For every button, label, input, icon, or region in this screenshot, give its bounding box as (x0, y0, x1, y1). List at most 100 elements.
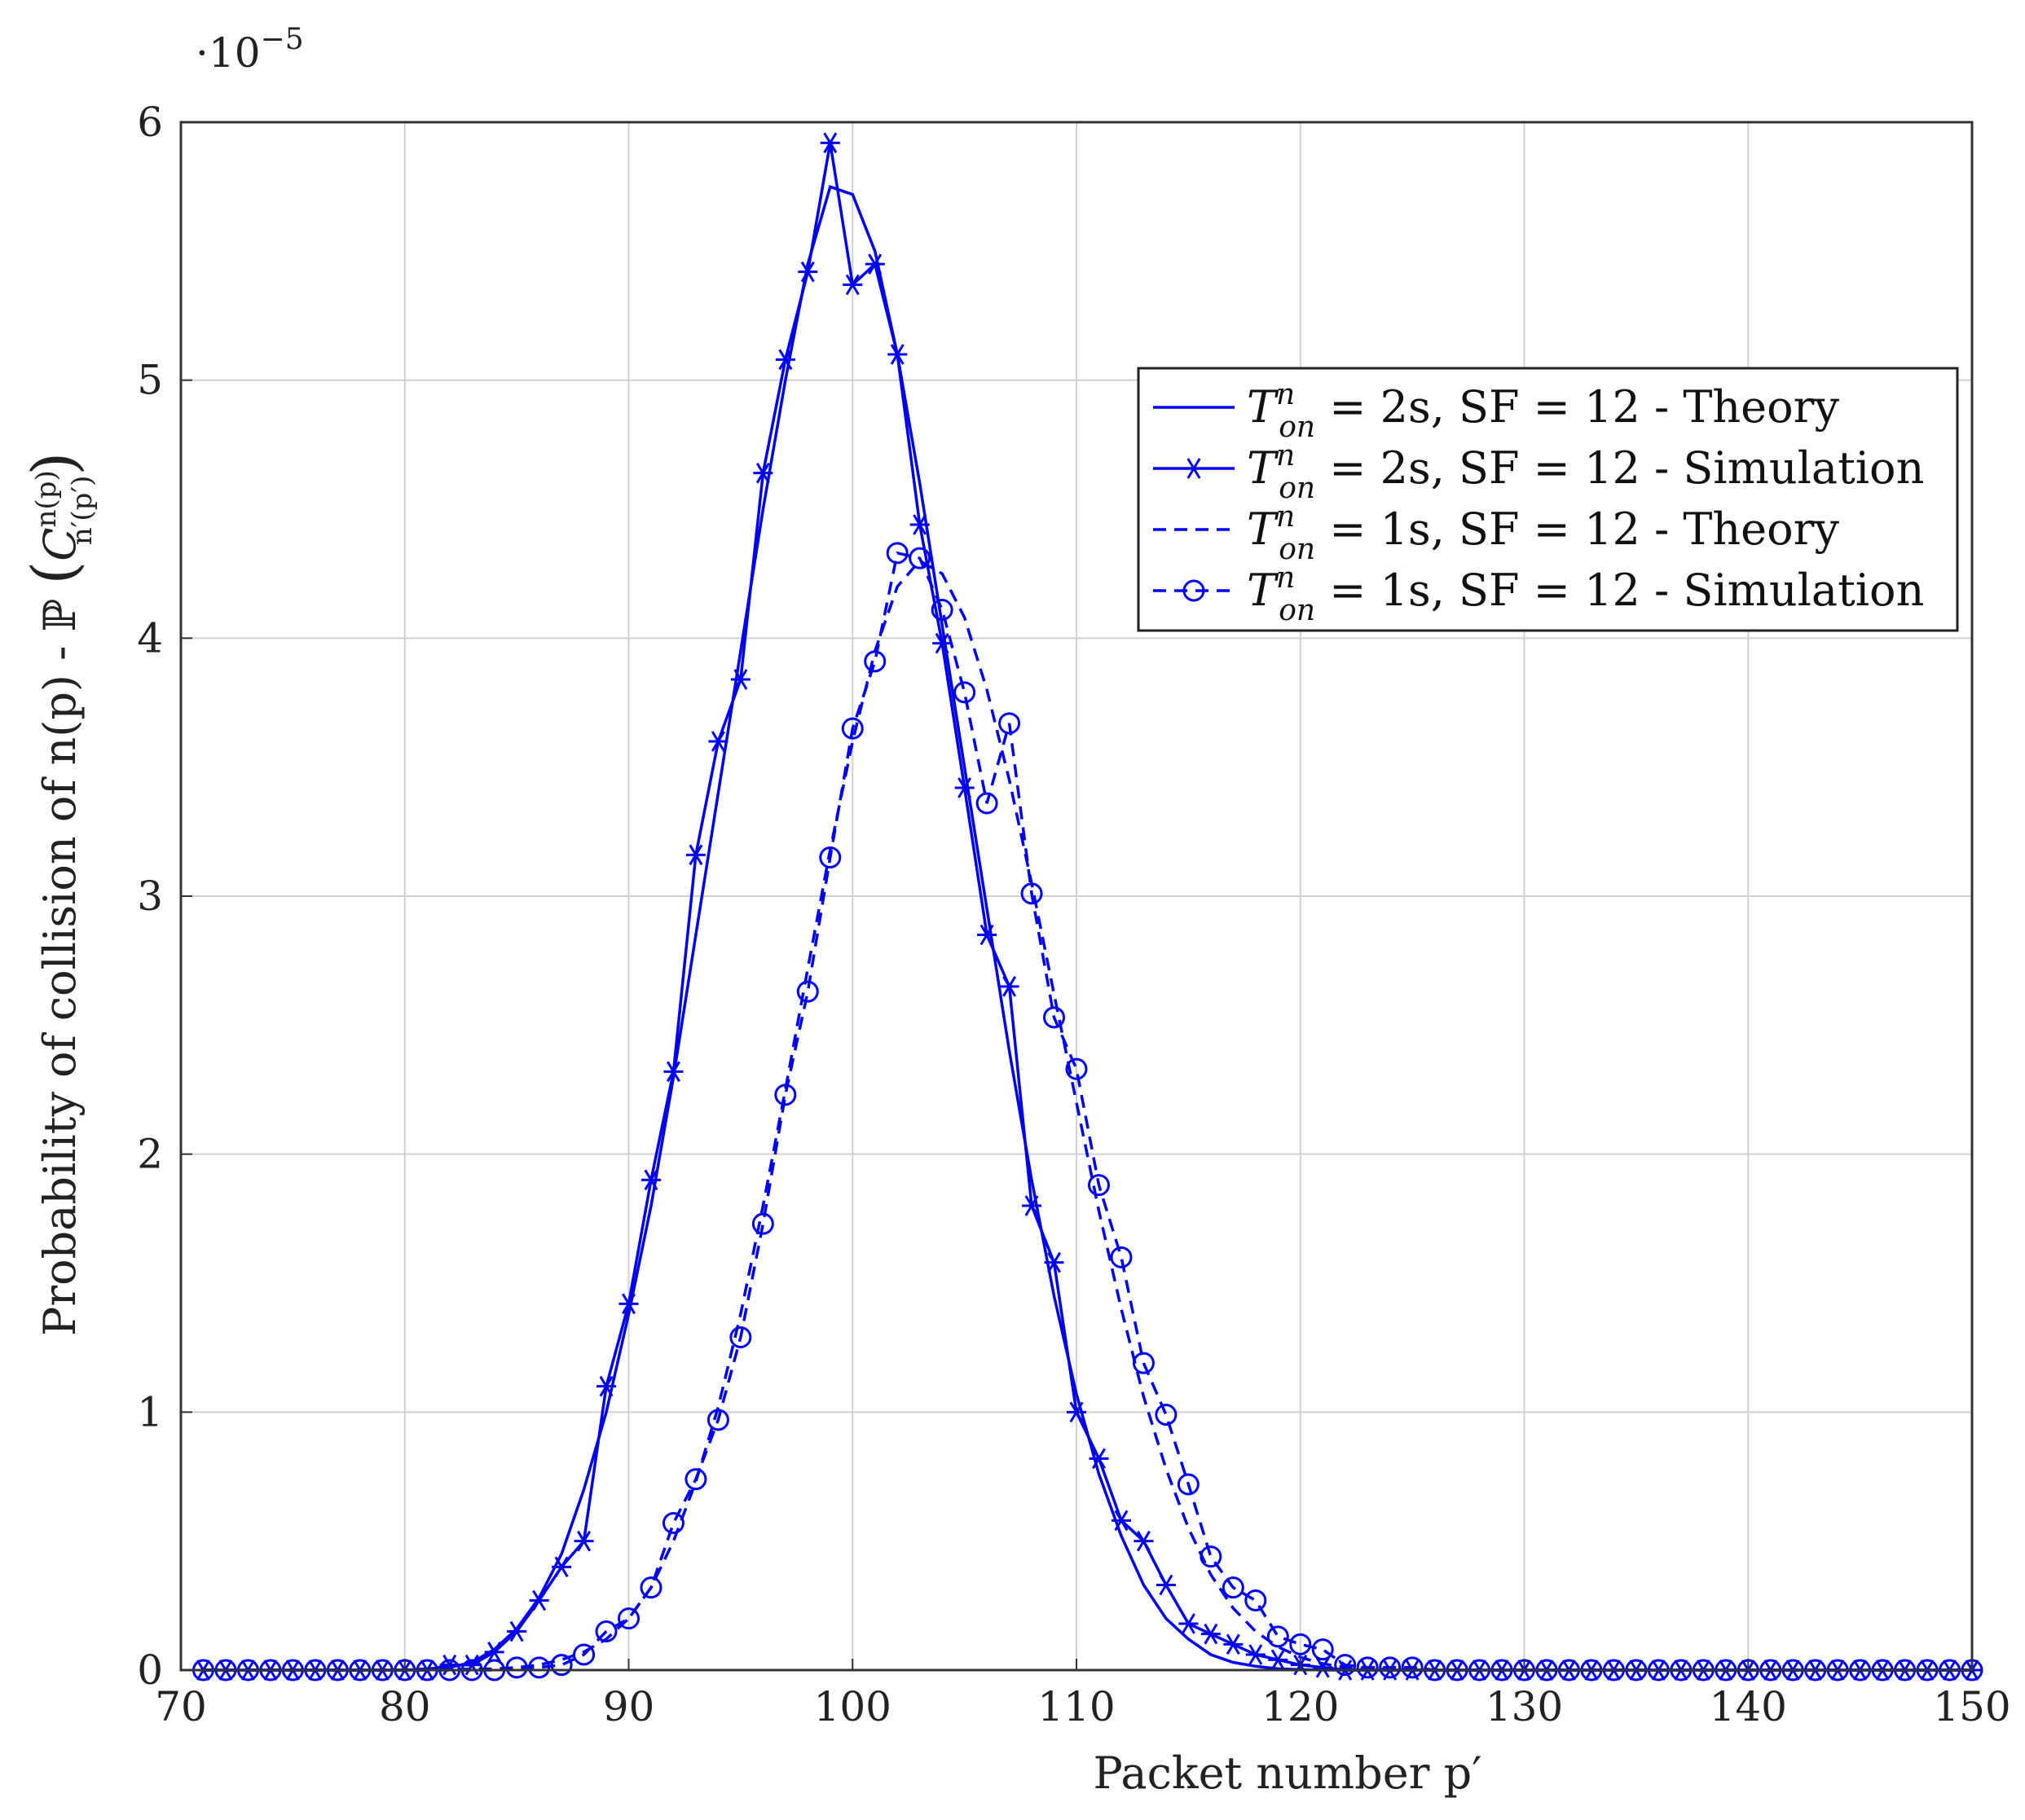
circle-marker (975, 792, 998, 815)
circle-marker (841, 717, 864, 740)
y-tick-label: 2 (137, 1131, 163, 1178)
circle-marker (864, 650, 887, 673)
legend-entry-1: Tn on = 2s, SF = 12 - Theory (1153, 378, 1839, 444)
circle-marker (1065, 1057, 1088, 1080)
star-marker (484, 1642, 504, 1663)
y-tick-label: 3 (137, 873, 163, 920)
star-marker (1089, 1448, 1109, 1470)
x-axis-label: Packet number p′ (1094, 1747, 1482, 1799)
series-line (203, 551, 1972, 1672)
circle-marker (662, 1512, 685, 1534)
y-tick-label: 6 (137, 99, 163, 146)
star-marker (887, 344, 908, 365)
star-marker (909, 514, 930, 535)
star-marker (1313, 1657, 1333, 1678)
star-marker (865, 253, 885, 275)
y-tick-label: 1 (137, 1388, 163, 1435)
circle-marker (796, 980, 819, 1003)
legend-label: Tn on = 2s, SF = 12 - Simulation (1247, 439, 1924, 505)
x-tick-label: 70 (155, 1683, 207, 1730)
y-tick-label: 5 (137, 357, 163, 404)
x-tick-label: 130 (1486, 1683, 1563, 1730)
legend-label: Tn on = 1s, SF = 12 - Theory (1247, 500, 1839, 566)
circle-marker (953, 681, 976, 704)
circle-marker (909, 547, 931, 569)
grid (180, 121, 1973, 1671)
star-marker (1111, 1510, 1131, 1532)
star-marker (1134, 1530, 1154, 1552)
circle-marker (1311, 1638, 1334, 1661)
star-marker (1067, 1401, 1086, 1423)
circle-marker (1155, 1404, 1178, 1426)
star-marker (753, 462, 773, 484)
star-marker (954, 777, 975, 798)
circle-marker (528, 1656, 551, 1679)
x-tick-label: 90 (603, 1683, 655, 1730)
circle-marker (729, 1326, 752, 1348)
x-tick-label: 100 (814, 1683, 891, 1730)
series-3 (203, 559, 1972, 1672)
star-marker (730, 669, 751, 690)
circle-marker (550, 1654, 573, 1677)
y-tick-label: 0 (137, 1646, 163, 1694)
circle-marker (1334, 1654, 1357, 1677)
circle-marker (1110, 1246, 1133, 1268)
star-marker (708, 731, 729, 752)
circle-marker (1356, 1656, 1379, 1679)
legend-entry-4: Tn on = 1s, SF = 12 - Simulation (1153, 561, 1924, 627)
x-tick-label: 140 (1710, 1683, 1787, 1730)
legend-entry-2: Tn on = 2s, SF = 12 - Simulation (1153, 439, 1924, 505)
tick-labels: 70 80 90 100 110 120 130 140 150 0 1 2 3 4 5 6 (137, 99, 2011, 1730)
circle-marker (1222, 1576, 1244, 1599)
circle-marker (1244, 1589, 1267, 1611)
star-marker (507, 1620, 527, 1642)
circle-marker (1200, 1545, 1222, 1568)
star-marker (1245, 1644, 1266, 1665)
circle-marker (819, 846, 842, 868)
series-4 (191, 542, 1983, 1682)
star-marker (529, 1589, 549, 1611)
star-marker (619, 1293, 639, 1315)
series-2 (193, 132, 1982, 1681)
star-marker (798, 261, 818, 283)
star-marker (977, 924, 997, 946)
y-multiplier: ·10−5 (196, 23, 304, 77)
legend-entry-3: Tn on = 1s, SF = 12 - Theory (1153, 500, 1839, 566)
circle-marker (595, 1620, 618, 1642)
circle-marker (886, 542, 909, 565)
star-marker (775, 349, 795, 371)
circle-marker (1289, 1633, 1312, 1655)
x-tick-label: 110 (1037, 1683, 1115, 1730)
legend-circle-marker (1182, 579, 1205, 602)
star-marker (685, 844, 706, 866)
legend-star-marker (1184, 458, 1204, 479)
y-tick-label: 4 (137, 614, 163, 662)
x-tick-label: 120 (1261, 1683, 1339, 1730)
star-marker (843, 274, 863, 296)
circle-marker (1266, 1625, 1289, 1648)
series-line (203, 559, 1972, 1672)
star-marker (1156, 1574, 1176, 1596)
star-marker (552, 1556, 572, 1578)
x-tick-label: 150 (1933, 1683, 2010, 1730)
star-marker (1022, 1195, 1042, 1216)
legend-label: Tn on = 2s, SF = 12 - Theory (1247, 378, 1839, 444)
star-marker (596, 1375, 617, 1397)
star-marker (1044, 1251, 1064, 1273)
circle-marker (640, 1576, 663, 1599)
series-layer (191, 132, 1983, 1682)
circle-marker (573, 1643, 596, 1666)
circle-marker (685, 1468, 707, 1491)
star-marker (820, 132, 840, 154)
circle-marker (1043, 1006, 1066, 1029)
star-marker (999, 976, 1019, 997)
star-marker (1178, 1613, 1199, 1634)
star-marker (1223, 1633, 1244, 1655)
star-marker (663, 1061, 684, 1083)
legend-box (1137, 367, 1959, 632)
circle-marker (707, 1409, 729, 1431)
y-axis-label: Probability of collision of n(p) - ℙ (Cn… (20, 452, 99, 1336)
circle-marker (1379, 1656, 1402, 1679)
